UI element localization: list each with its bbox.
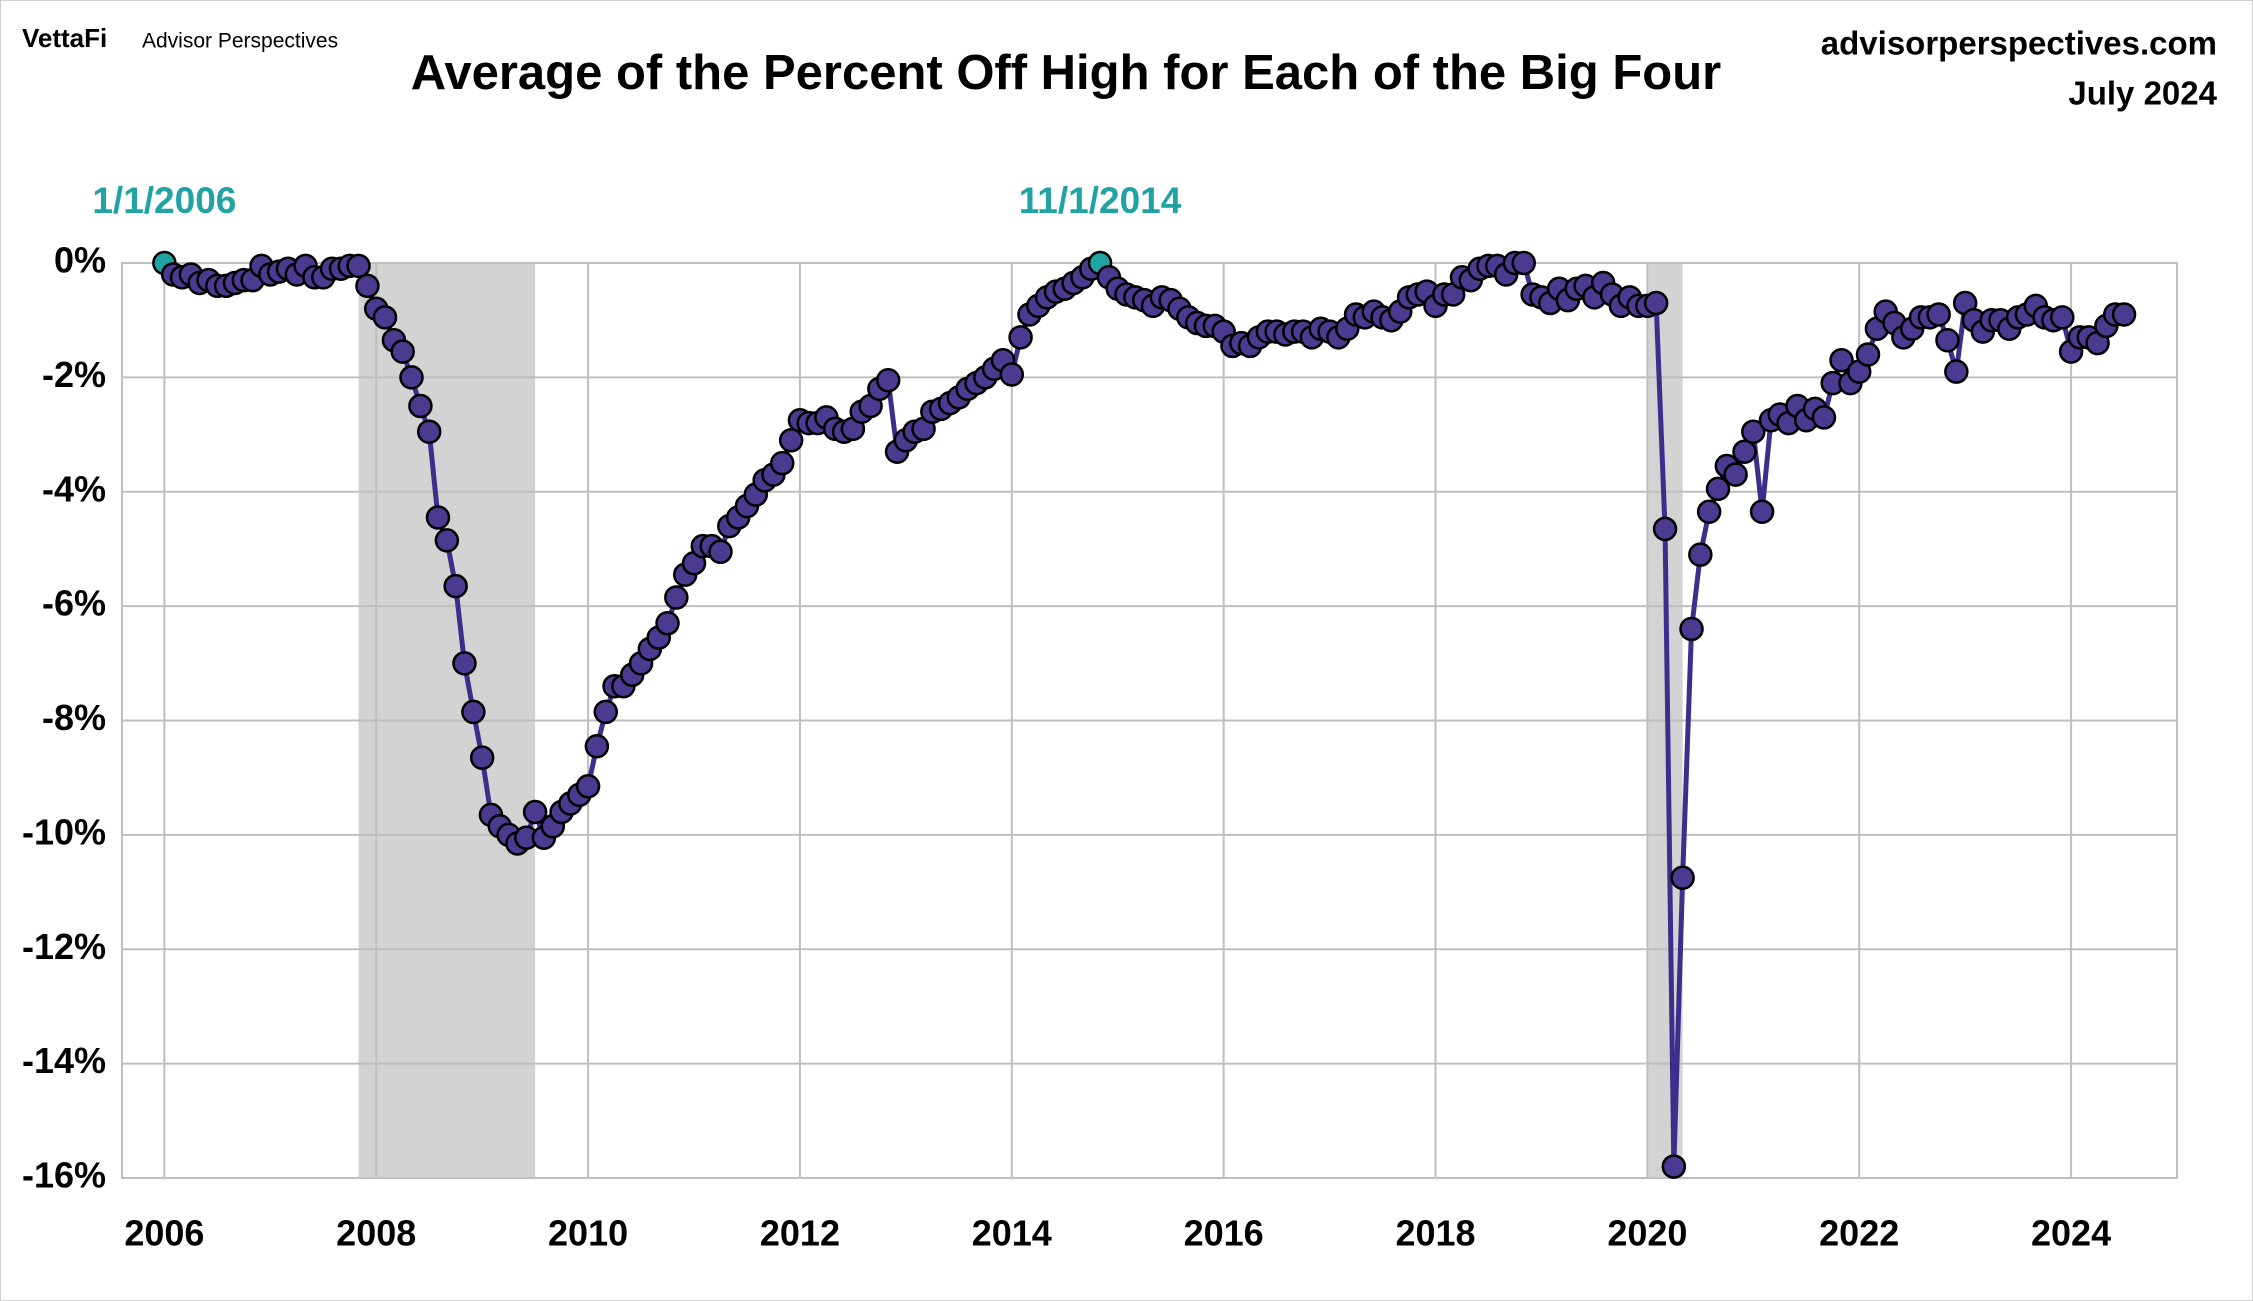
x-tick-label: 2022 xyxy=(1819,1213,1899,1254)
brand-sub: Advisor Perspectives xyxy=(142,30,338,53)
point xyxy=(372,305,398,330)
point xyxy=(1511,250,1536,276)
annotation: 1/1/2006 xyxy=(92,180,236,221)
point xyxy=(416,419,442,444)
chart-title: Average of the Percent Off High for Each… xyxy=(411,46,1721,100)
point xyxy=(1661,1154,1687,1179)
point xyxy=(1944,359,1969,384)
x-tick-label: 2006 xyxy=(124,1213,204,1254)
point xyxy=(399,365,424,390)
point xyxy=(1643,290,1669,316)
point xyxy=(593,699,619,725)
point xyxy=(575,774,601,799)
y-tick-label: -14% xyxy=(22,1040,106,1081)
point xyxy=(1741,419,1766,444)
point xyxy=(1855,342,1881,367)
point xyxy=(1935,327,1960,353)
x-tick-label: 2008 xyxy=(336,1213,416,1254)
point xyxy=(769,450,795,476)
point xyxy=(2111,302,2137,327)
point xyxy=(1670,865,1695,891)
point xyxy=(584,733,610,759)
point xyxy=(408,393,433,419)
x-tick-label: 2016 xyxy=(1184,1213,1264,1254)
y-tick-label: 0% xyxy=(54,240,106,281)
point xyxy=(1723,462,1748,487)
point xyxy=(461,699,486,725)
x-tick-label: 2018 xyxy=(1395,1213,1475,1254)
y-tick-label: -8% xyxy=(42,697,106,738)
x-tick-label: 2020 xyxy=(1607,1213,1687,1254)
y-tick-label: -10% xyxy=(22,811,106,852)
x-tick-label: 2024 xyxy=(2031,1213,2111,1254)
point xyxy=(346,253,371,279)
point xyxy=(1705,476,1731,502)
x-tick-label: 2014 xyxy=(972,1213,1052,1254)
point xyxy=(434,528,460,553)
point xyxy=(708,539,733,565)
y-tick-label: -16% xyxy=(22,1155,106,1196)
point xyxy=(469,745,495,770)
x-tick-label: 2012 xyxy=(760,1213,840,1254)
x-tick-label: 2010 xyxy=(548,1213,628,1254)
point xyxy=(390,339,415,364)
point xyxy=(1811,405,1837,430)
y-tick-label: -6% xyxy=(42,583,106,624)
point xyxy=(655,611,680,636)
brand: VettaFi xyxy=(22,23,107,53)
y-tick-label: -2% xyxy=(42,354,106,395)
point xyxy=(443,573,468,599)
point xyxy=(425,505,451,530)
point xyxy=(355,273,380,299)
annotation: 11/1/2014 xyxy=(1019,180,1182,221)
point xyxy=(1829,347,1854,373)
y-tick-label: -12% xyxy=(22,926,106,967)
point xyxy=(1652,516,1678,542)
point xyxy=(452,651,477,676)
point xyxy=(875,367,901,393)
point xyxy=(1732,439,1757,464)
y-tick-label: -4% xyxy=(42,468,106,509)
point xyxy=(2050,305,2075,330)
source: advisorperspectives.com xyxy=(1821,25,2217,62)
point xyxy=(664,585,689,610)
point xyxy=(1749,499,1775,525)
point xyxy=(1688,542,1713,567)
point xyxy=(1926,302,1951,327)
point xyxy=(522,799,548,825)
date: July 2024 xyxy=(2068,75,2217,112)
point xyxy=(1679,616,1704,642)
plot-border xyxy=(121,262,2178,1179)
point xyxy=(1008,325,1033,350)
point xyxy=(999,362,1025,387)
point xyxy=(1696,499,1722,525)
point xyxy=(778,428,804,453)
